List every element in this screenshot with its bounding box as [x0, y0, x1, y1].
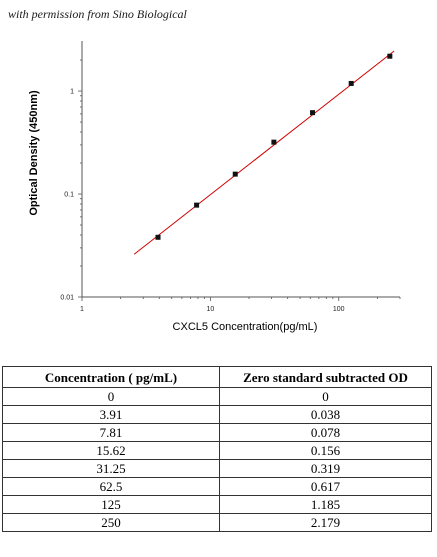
y-tick-label: 0.1	[64, 192, 74, 199]
od-cell: 0.617	[219, 477, 432, 496]
table-header-row: Concentration ( pg/mL) Zero standard sub…	[2, 366, 432, 388]
table-row: 7.81 0.078	[2, 423, 432, 442]
axis-labels: 0.01 0.1 1 1 10 100 CXCL5 Concentration(pg/mL)…	[28, 89, 345, 333]
x-tick-label: 100	[333, 306, 345, 313]
permission-note: with permission from Sino Biological	[8, 7, 187, 21]
concentration-cell: 3.91	[2, 405, 220, 424]
x-tick-label: 10	[206, 306, 214, 313]
concentration-cell: 62.5	[2, 477, 220, 496]
data-point	[271, 139, 277, 145]
concentration-cell: 250	[2, 513, 220, 532]
concentration-cell: 0	[2, 387, 220, 406]
standards-table: Concentration ( pg/mL) Zero standard sub…	[2, 366, 432, 532]
data-points	[155, 53, 393, 240]
concentration-cell: 125	[2, 495, 220, 514]
od-cell: 2.179	[219, 513, 432, 532]
axes	[78, 41, 401, 301]
od-cell: 0.319	[219, 459, 432, 478]
od-cell: 0.156	[219, 441, 432, 460]
fit-line	[133, 50, 395, 255]
data-point	[232, 171, 238, 177]
x-tick-label: 1	[80, 306, 84, 313]
od-cell: 0.078	[219, 423, 432, 442]
column-header-od: Zero standard subtracted OD	[219, 366, 432, 388]
table-row: 31.25 0.319	[2, 459, 432, 478]
data-point	[310, 110, 316, 116]
standard-curve-chart: 0.01 0.1 1 1 10 100 CXCL5 Concentration(pg/mL)…	[28, 41, 401, 333]
data-point	[387, 53, 393, 59]
fit-line-group	[133, 50, 395, 255]
concentration-cell: 31.25	[2, 459, 220, 478]
table-row: 62.5 0.617	[2, 477, 432, 496]
x-axis-title: CXCL5 Concentration(pg/mL)	[173, 321, 318, 333]
y-tick-label: 0.01	[60, 295, 74, 302]
column-header-concentration: Concentration ( pg/mL)	[2, 366, 220, 388]
y-axis-title: Optical Density (450nm)	[28, 90, 40, 216]
data-point	[194, 202, 200, 208]
table-row: 250 2.179	[2, 513, 432, 532]
data-point	[348, 80, 354, 86]
data-point	[155, 234, 161, 240]
table-row: 15.62 0.156	[2, 441, 432, 460]
od-cell: 0	[219, 387, 432, 406]
table-row: 125 1.185	[2, 495, 432, 514]
concentration-cell: 15.62	[2, 441, 220, 460]
y-tick-label: 1	[70, 89, 74, 96]
table-row: 3.91 0.038	[2, 405, 432, 424]
od-cell: 1.185	[219, 495, 432, 514]
od-cell: 0.038	[219, 405, 432, 424]
concentration-cell: 7.81	[2, 423, 220, 442]
